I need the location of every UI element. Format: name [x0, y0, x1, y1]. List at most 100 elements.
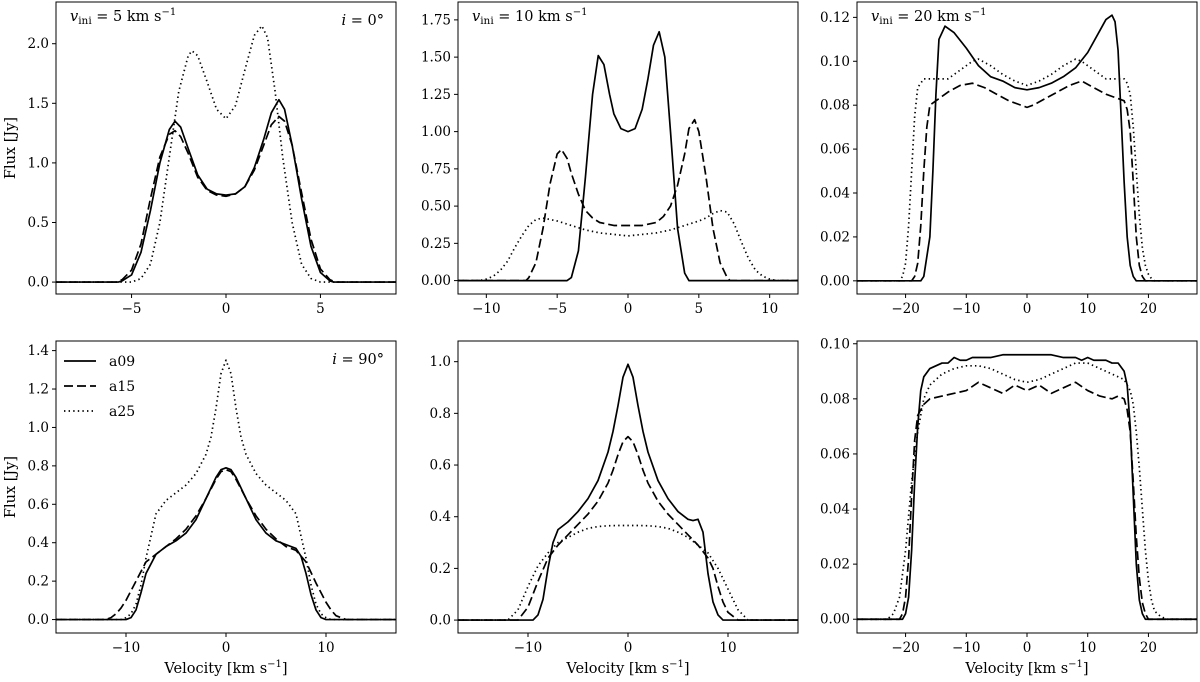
y-tick-label: 0.25: [421, 236, 451, 252]
series-a09-line: [56, 466, 396, 621]
x-tick-label: −10: [952, 640, 981, 656]
x-tick-label: 0: [1023, 640, 1032, 656]
series-a15-line: [458, 118, 798, 282]
x-tick-label: 10: [1079, 640, 1096, 656]
y-tick-label: 0.0: [430, 613, 451, 629]
y-tick-label: 0.75: [421, 161, 451, 177]
panel-2: −10 −5 0 5 10 0.00 0.25 0.50 0.75 1.00 1.25 1.50 1.7…: [421, 1, 799, 317]
vini-label: vini = 5 km s−1: [70, 7, 176, 27]
x-tick-label: −10: [514, 640, 543, 656]
x-tick-label: 10: [317, 640, 334, 656]
x-tick-label: −20: [891, 301, 920, 317]
y-tick-label: 1.0: [28, 420, 49, 436]
y-tick-label: 0.06: [820, 446, 850, 462]
x-tick-label: 5: [316, 301, 325, 317]
y-tick-label: 0.0: [28, 275, 49, 291]
y-tick-label: 0.12: [820, 10, 850, 26]
y-tick-label: 1.25: [421, 87, 451, 103]
x-tick-label: 10: [761, 301, 778, 317]
series-a25-line: [857, 58, 1197, 282]
axes-frame: [856, 340, 1198, 634]
x-tick-label: 0: [624, 640, 633, 656]
axes-frame: [856, 1, 1198, 295]
series-a09-line: [857, 14, 1197, 282]
series-a15-line: [857, 80, 1197, 282]
y-tick-label: 1.4: [28, 343, 49, 359]
y-tick-label: 0.4: [28, 535, 49, 551]
y-tick-label: 1.5: [28, 96, 49, 112]
y-tick-label: 0.6: [28, 497, 49, 513]
x-tick-label: 10: [1079, 301, 1096, 317]
series-a25-line: [857, 362, 1197, 621]
series-a09-line: [458, 363, 798, 621]
inclination-label: i = 0°: [342, 13, 384, 29]
y-tick-label: 0.5: [28, 215, 49, 231]
panel-3: −20 −10 0 10 20 0.00 0.02 0.04 0.06 0.08 0.10 0.12 v…: [820, 1, 1198, 317]
x-tick-label: −20: [891, 640, 920, 656]
x-axis-label: Velocity [km s−1]: [163, 659, 287, 677]
axes-frame: [457, 340, 799, 634]
series-a09-line: [857, 353, 1197, 621]
y-tick-label: 1.0: [28, 155, 49, 171]
y-axis-label: Flux [Jy]: [3, 117, 19, 179]
y-tick-label: 0.04: [820, 186, 850, 202]
series-a09-line: [458, 30, 798, 282]
panel-6: −20 −10 0 10 20 0.00 0.02 0.04 0.06 0.08 0.10 Veloc…: [820, 336, 1198, 677]
y-tick-label: 0.4: [430, 509, 451, 525]
y-tick-label: 0.02: [820, 557, 850, 573]
legend: a09 a15 a25: [64, 354, 135, 420]
y-tick-label: 0.50: [421, 199, 451, 215]
x-tick-label: −5: [122, 301, 142, 317]
legend-label-a25: a25: [109, 404, 135, 420]
series-a25-line: [56, 24, 396, 283]
y-tick-label: 1.50: [421, 50, 451, 66]
series-a15-line: [458, 435, 798, 621]
y-tick-label: 0.08: [820, 98, 850, 114]
y-tick-label: 0.0: [28, 612, 49, 628]
y-tick-label: 0.10: [820, 54, 850, 70]
y-tick-label: 2.0: [28, 36, 49, 52]
x-tick-label: 0: [222, 301, 231, 317]
x-tick-label: 5: [695, 301, 704, 317]
y-tick-label: 0.00: [820, 273, 850, 289]
y-tick-label: 1.00: [421, 124, 451, 140]
y-tick-label: 0.08: [820, 391, 850, 407]
panel-4: −10 0 10 0.0 0.2 0.4 0.6 0.8 1.0 1.2 1.4 Velocity […: [3, 340, 397, 677]
axes-frame: [55, 340, 397, 634]
y-tick-label: 0.8: [430, 406, 451, 422]
series-a25-line: [56, 359, 396, 621]
vini-label: vini = 10 km s−1: [472, 7, 587, 27]
y-tick-label: 0.8: [28, 458, 49, 474]
legend-label-a09: a09: [109, 354, 135, 370]
x-tick-label: 0: [222, 640, 231, 656]
y-tick-label: 0.00: [820, 612, 850, 628]
x-axis-label: Velocity [km s−1]: [964, 659, 1088, 677]
x-tick-label: −10: [112, 640, 141, 656]
y-tick-label: 1.2: [28, 382, 49, 398]
panel-1: −5 0 5 0.0 0.5 1.0 1.5 2.0 Flux [Jy] vini = 5 km …: [3, 1, 397, 317]
x-tick-label: 20: [1140, 640, 1157, 656]
x-tick-label: 0: [624, 301, 633, 317]
y-tick-label: 0.00: [421, 273, 451, 289]
y-tick-label: 0.04: [820, 502, 850, 518]
series-a15-line: [56, 115, 396, 283]
axes-frame: [457, 1, 799, 295]
inclination-label: i = 90°: [332, 352, 384, 368]
x-tick-label: 0: [1023, 301, 1032, 317]
x-tick-label: −10: [472, 301, 501, 317]
y-tick-label: 0.10: [820, 336, 850, 352]
series-a15-line: [56, 468, 396, 621]
series-a15-line: [857, 381, 1197, 621]
legend-label-a15: a15: [109, 379, 135, 395]
y-tick-label: 0.2: [28, 574, 49, 590]
x-tick-label: −10: [952, 301, 981, 317]
vini-label: vini = 20 km s−1: [871, 7, 986, 27]
series-a09-line: [56, 98, 396, 283]
series-a25-line: [458, 524, 798, 621]
series-a25-line: [458, 209, 798, 282]
x-tick-label: 10: [719, 640, 736, 656]
x-tick-label: 20: [1140, 301, 1157, 317]
y-tick-label: 0.2: [430, 561, 451, 577]
axes-frame: [55, 1, 397, 295]
